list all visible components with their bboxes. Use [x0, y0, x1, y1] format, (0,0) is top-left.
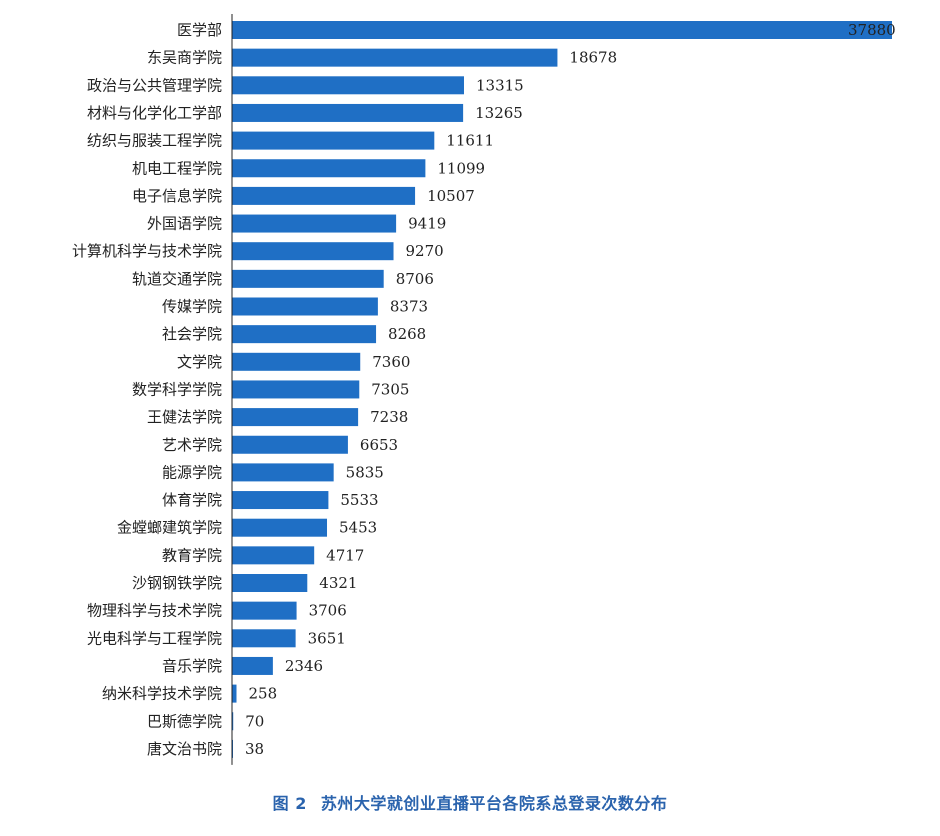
bar — [232, 352, 361, 371]
value-label: 8268 — [388, 325, 426, 343]
value-label: 2346 — [285, 657, 323, 675]
value-label: 258 — [248, 685, 277, 703]
category-label: 金螳螂建筑学院 — [117, 519, 222, 537]
category-label: 王健法学院 — [147, 408, 222, 426]
value-label: 4321 — [319, 574, 357, 592]
value-label: 7305 — [371, 380, 409, 398]
bar — [232, 159, 426, 178]
bar — [232, 242, 394, 261]
value-label: 11611 — [446, 132, 494, 150]
bar — [232, 380, 360, 399]
bar — [232, 214, 397, 233]
category-label: 轨道交通学院 — [132, 270, 222, 288]
bar — [232, 712, 234, 731]
bar-chart: 医学部东吴商学院政治与公共管理学院材料与化学化工学部纺织与服装工程学院机电工程学… — [72, 14, 896, 765]
category-label: 电子信息学院 — [132, 187, 222, 205]
bar — [232, 601, 297, 620]
bar — [232, 435, 348, 454]
bar — [232, 574, 308, 592]
value-label: 4717 — [326, 546, 364, 564]
category-label: 材料与化学化工学部 — [87, 104, 222, 122]
bar — [232, 518, 328, 537]
category-label: 唐文治书院 — [147, 740, 222, 758]
category-label: 东吴商学院 — [147, 49, 222, 67]
value-label: 9419 — [408, 215, 446, 233]
bar — [232, 21, 892, 39]
category-label: 纳米科学技术学院 — [102, 685, 222, 703]
value-label: 8706 — [396, 270, 434, 288]
bar — [232, 656, 273, 675]
category-label: 机电工程学院 — [132, 159, 222, 177]
bar — [232, 48, 558, 67]
value-label: 5533 — [340, 491, 378, 509]
value-label: 8373 — [390, 298, 428, 316]
value-label: 38 — [245, 740, 264, 758]
value-label: 18678 — [569, 49, 617, 67]
category-labels-group: 医学部东吴商学院政治与公共管理学院材料与化学化工学部纺织与服装工程学院机电工程学… — [72, 21, 222, 758]
bar — [232, 269, 384, 288]
category-label: 能源学院 — [162, 463, 222, 481]
bar — [232, 325, 377, 344]
category-label: 政治与公共管理学院 — [87, 76, 222, 94]
category-label: 音乐学院 — [162, 657, 222, 675]
category-label: 艺术学院 — [162, 436, 222, 454]
value-label: 10507 — [427, 187, 475, 205]
bar — [232, 629, 296, 648]
value-label: 37880 — [848, 21, 896, 39]
bar — [232, 463, 334, 482]
value-label: 13315 — [476, 76, 524, 94]
value-label: 3651 — [308, 629, 346, 647]
value-label: 3706 — [309, 602, 347, 620]
bar — [232, 297, 378, 316]
value-label: 11099 — [437, 159, 485, 177]
bar — [232, 131, 435, 150]
value-label: 7360 — [372, 353, 410, 371]
category-label: 体育学院 — [162, 491, 222, 509]
category-label: 传媒学院 — [162, 298, 222, 316]
value-label: 5835 — [346, 463, 384, 481]
value-label: 7238 — [370, 408, 408, 426]
category-label: 物理科学与技术学院 — [87, 602, 222, 620]
figure-title: 苏州大学就创业直播平台各院系总登录次数分布 — [320, 794, 668, 813]
figure-caption: 图 2 苏州大学就创业直播平台各院系总登录次数分布 — [0, 790, 940, 814]
category-label: 社会学院 — [162, 325, 222, 343]
category-label: 文学院 — [177, 353, 222, 371]
value-label: 13265 — [475, 104, 523, 122]
bar — [232, 186, 416, 205]
category-label: 纺织与服装工程学院 — [87, 132, 222, 150]
bar — [232, 546, 315, 565]
value-labels-group: 37880 18678 13315 13265 11611 11099 10507 9419 9… — [245, 21, 896, 758]
category-label: 光电科学与工程学院 — [87, 629, 222, 647]
value-label: 9270 — [406, 242, 444, 260]
bar — [232, 76, 464, 95]
bar — [232, 684, 237, 703]
bar — [232, 103, 464, 122]
figure-number: 图 2 — [272, 794, 307, 813]
category-label: 巴斯德学院 — [147, 712, 222, 730]
category-label: 教育学院 — [162, 546, 222, 564]
value-label: 6653 — [360, 436, 398, 454]
bars-group — [232, 21, 892, 758]
value-label: 70 — [245, 712, 264, 730]
category-label: 计算机科学与技术学院 — [72, 242, 222, 260]
category-label: 沙钢钢铁学院 — [132, 574, 222, 592]
value-label: 5453 — [339, 519, 377, 537]
bar — [232, 408, 359, 427]
category-label: 数学科学学院 — [132, 380, 222, 398]
category-label: 医学部 — [177, 21, 222, 39]
bar — [232, 491, 329, 510]
category-label: 外国语学院 — [147, 215, 222, 233]
